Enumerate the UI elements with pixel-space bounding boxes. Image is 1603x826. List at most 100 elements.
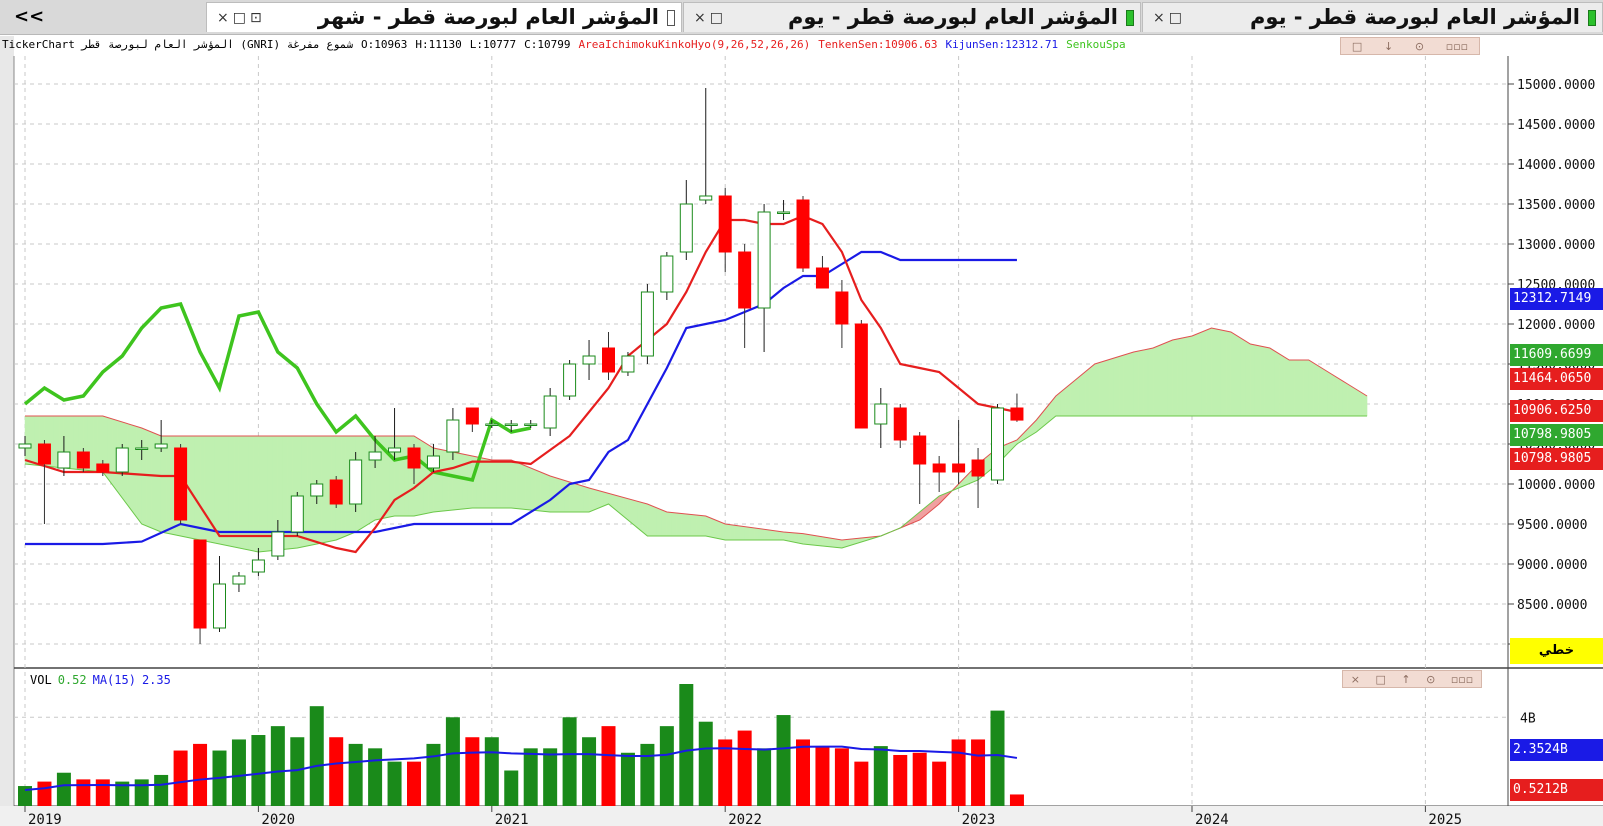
kumo-cloud-segment: [749, 527, 755, 541]
candle-up: [310, 483, 324, 497]
kumo-cloud-segment: [1177, 337, 1183, 417]
maximize-icon[interactable]: □: [232, 10, 250, 26]
kumo-cloud-segment: [1254, 344, 1261, 417]
legend-kijun: KijunSen:12312.71: [945, 38, 1059, 51]
kumo-cloud-segment: [1201, 329, 1207, 417]
kumo-cloud-segment: [807, 534, 813, 546]
kumo-cloud-segment: [642, 502, 648, 537]
senkou-span-a-line: [25, 327, 1368, 541]
tab-title: المؤشر العام لبورصة قطر - شهر: [317, 5, 659, 29]
volume-bar: [368, 748, 383, 806]
kumo-cloud-segment: [462, 453, 468, 510]
kumo-cloud-segment: [831, 538, 838, 548]
volume-bar: [776, 715, 791, 806]
candle-up: [388, 447, 402, 453]
chart-mode-badge[interactable]: خطي: [1510, 638, 1603, 664]
kumo-cloud-segment: [530, 467, 536, 511]
kumo-cloud-segment: [724, 523, 731, 541]
panel-move-down-icon[interactable]: ↓: [1383, 39, 1394, 53]
kumo-cloud-segment: [1143, 348, 1149, 417]
volume-ma-label: MA(15): [92, 673, 136, 687]
candle-up: [543, 395, 557, 429]
panel-close-icon[interactable]: ×: [1350, 672, 1360, 686]
kumo-cloud-segment: [1157, 343, 1164, 417]
candle-up: [699, 195, 713, 201]
kumo-cloud-segment: [1123, 353, 1130, 417]
volume-bar: [601, 726, 616, 806]
close-icon[interactable]: ×: [1153, 10, 1169, 26]
time-tick-label: 2024: [1195, 812, 1229, 826]
panel-more-icon[interactable]: ▫▫▫: [1450, 672, 1474, 686]
candle-up: [154, 443, 168, 449]
kumo-cloud-segment: [224, 435, 230, 547]
volume-bar: [834, 748, 849, 806]
kumo-cloud-segment: [710, 517, 716, 539]
kumo-cloud-segment: [481, 457, 488, 509]
kumo-cloud-segment: [1099, 360, 1105, 417]
kumo-cloud-segment: [535, 469, 541, 512]
senkou-span-b-line: [24, 415, 1368, 553]
panel-settings-icon[interactable]: ⊙: [1426, 672, 1436, 686]
kumo-cloud-segment: [802, 533, 809, 545]
volume-bar: [154, 774, 169, 806]
kumo-cloud-segment: [647, 503, 653, 537]
kumo-cloud-segment: [1318, 365, 1324, 417]
tab-chart-daily-2[interactable]: المؤشر العام لبورصة قطر - يوم ×□: [1142, 2, 1603, 32]
price-tick-label: 14500.0000: [1517, 118, 1595, 133]
kumo-cloud-segment: [501, 459, 507, 509]
kumo-cloud-segment: [1245, 340, 1251, 417]
volume-bar: [620, 752, 635, 806]
maximize-icon[interactable]: □: [709, 10, 727, 26]
kumo-cloud-segment: [744, 526, 750, 541]
candle-up: [563, 363, 577, 397]
candle-up: [991, 407, 1004, 481]
kumo-cloud-segment: [515, 461, 522, 510]
panel-move-up-icon[interactable]: ↑: [1401, 672, 1411, 686]
kumo-cloud-segment: [797, 532, 804, 545]
candle-up: [368, 451, 382, 461]
kumo-cloud-segment: [549, 475, 556, 513]
detach-icon[interactable]: ⊡: [249, 10, 266, 26]
tab-chart-daily-1[interactable]: المؤشر العام لبورصة قطر - يوم ×□: [683, 2, 1141, 32]
price-badge: 12312.7149: [1510, 287, 1603, 310]
kumo-cloud-segment: [690, 514, 697, 537]
volume-bar: [679, 684, 694, 806]
kumo-cloud-segment: [146, 429, 152, 529]
kumo-cloud-segment: [720, 521, 726, 541]
candle-down: [913, 435, 927, 465]
panel-more-icon[interactable]: ▫▫▫: [1445, 39, 1469, 53]
candle-up: [660, 255, 674, 293]
kumo-cloud-segment: [729, 524, 736, 541]
volume-bar: [56, 772, 71, 806]
kumo-cloud-segment: [827, 537, 833, 548]
kumo-cloud-segment: [365, 435, 371, 527]
scroll-tabs-left-button[interactable]: <<: [14, 6, 45, 27]
kumo-cloud-segment: [428, 444, 434, 514]
panel-maximize-icon[interactable]: □: [1351, 39, 1363, 53]
volume-bar: [426, 743, 441, 806]
candle-up: [349, 459, 363, 505]
kumo-cloud-segment: [1162, 341, 1168, 417]
kumo-cloud-segment: [442, 449, 449, 512]
kumo-cloud-segment: [695, 514, 702, 537]
volume-bar: [193, 743, 208, 806]
kumo-cloud-segment: [141, 427, 147, 527]
close-icon[interactable]: ×: [694, 10, 710, 26]
kumo-cloud-segment: [1216, 328, 1222, 417]
price-tick-label: 9500.0000: [1517, 518, 1587, 533]
maximize-icon[interactable]: □: [1168, 10, 1186, 26]
kumo-cloud-segment: [671, 512, 677, 537]
panel-maximize-icon[interactable]: □: [1375, 672, 1386, 686]
kumo-cloud-segment: [1347, 383, 1353, 417]
kumo-cloud-segment: [258, 435, 264, 553]
kumo-cloud-segment: [1133, 350, 1139, 417]
close-icon[interactable]: ×: [217, 10, 233, 26]
kumo-cloud-segment: [545, 473, 551, 513]
volume-bar: [698, 721, 713, 806]
panel-settings-icon[interactable]: ⊙: [1414, 39, 1425, 53]
kumo-cloud-segment: [593, 489, 600, 511]
kumo-cloud-segment: [496, 459, 502, 509]
tab-chart-monthly[interactable]: المؤشر العام لبورصة قطر - شهر ×□⊡: [206, 2, 682, 32]
volume-bar: [718, 739, 733, 806]
